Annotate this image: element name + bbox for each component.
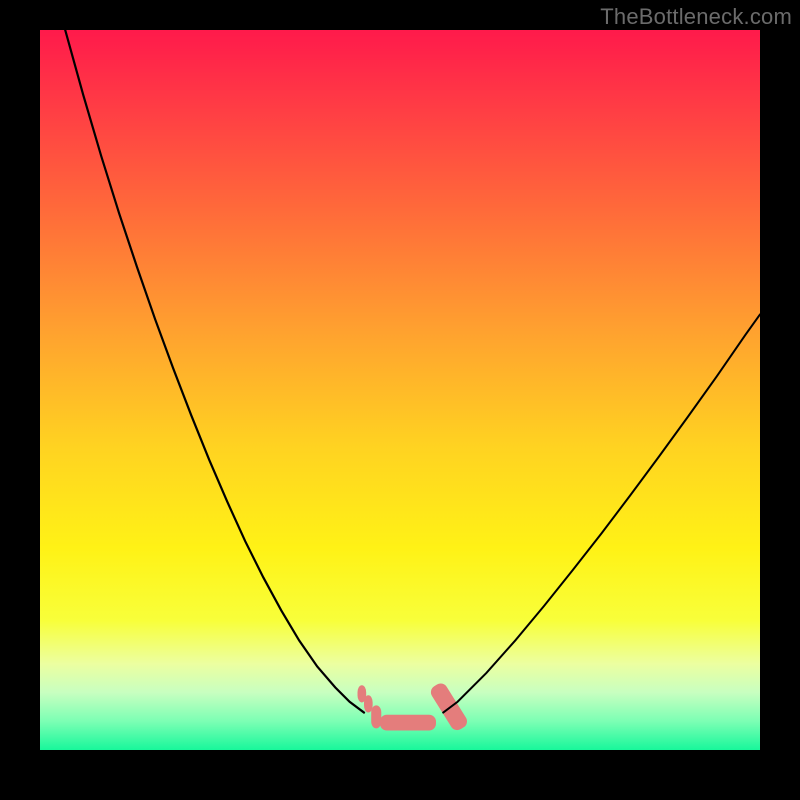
floor-marker xyxy=(371,705,381,728)
stage: TheBottleneck.com xyxy=(0,0,800,800)
watermark-text: TheBottleneck.com xyxy=(600,4,792,30)
gradient-background xyxy=(40,30,760,750)
floor-marker xyxy=(364,695,373,712)
bottleneck-plot xyxy=(40,30,760,750)
floor-marker xyxy=(380,715,436,731)
plot-area xyxy=(40,30,760,750)
